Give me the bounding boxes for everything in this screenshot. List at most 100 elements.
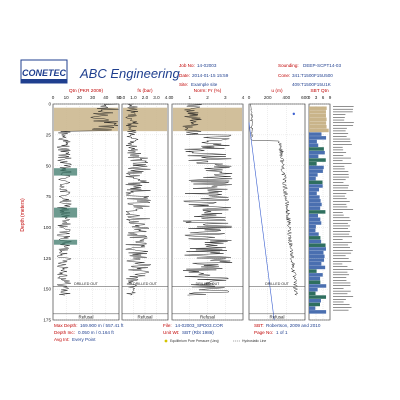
panel-3: Norm: Fr (%) 0 1 2 3 4 DRILLED OUT Refusal [171, 88, 245, 321]
x-tick-label: 1 [188, 95, 191, 100]
x-tick-label: 0 [171, 95, 174, 100]
x-tick-label: 9 [329, 95, 332, 100]
sounding-value: DEEP-SCPT14-03 [303, 63, 341, 68]
x-tick-label: 20 [77, 95, 83, 100]
depth-inc-value: 0.050 m / 0.164 ft [78, 330, 114, 335]
data-trace [125, 103, 151, 296]
sbt-bar [309, 136, 327, 140]
x-tick-label: 2.0 [142, 95, 149, 100]
job-label: Job No: [179, 63, 195, 68]
date-label: Date: [179, 73, 190, 78]
sbt-bar [309, 306, 316, 310]
y-tick-label: 75 [46, 194, 52, 199]
sbt-bar [309, 162, 317, 166]
sbt-bar [309, 243, 326, 247]
sbt-bar [309, 180, 323, 185]
sbt-bar [309, 158, 326, 162]
panel-title: Qtn (PKR 2009) [69, 88, 104, 94]
sbt-bar [309, 228, 316, 233]
sbt-bar [309, 165, 324, 170]
y-tick-label: 50 [46, 163, 52, 168]
file-label: File: [163, 323, 172, 328]
footer-info: Max Depth: 169.900 m / 557.41 ft Depth I… [54, 323, 321, 342]
sbt-bar [309, 195, 320, 199]
x-tick-label: 4 [242, 95, 245, 100]
x-tick-label: 0 [308, 95, 311, 100]
refusal-label: Refusal [138, 315, 153, 320]
sand-zone-fill [123, 107, 167, 132]
x-tick-label: 50 [116, 95, 122, 100]
panel-1: Qtn (PKR 2009) 0 10 20 30 40 50 DRILLED OUT Refu… [43, 88, 122, 323]
panel-title: fs (bar) [137, 88, 153, 94]
panel-frame [248, 103, 306, 321]
sbt-label: SBT: [254, 323, 264, 328]
sbt-bar [309, 187, 320, 192]
panel-4: u (m) 0 200 400 600 DRILLED OUT Refusal [248, 88, 309, 321]
site-value: Example site [191, 82, 218, 87]
y-tick-label: 175 [43, 318, 51, 323]
sbt-bar [309, 154, 319, 159]
panel-title: SBT Qtn [310, 88, 329, 94]
sbt-bar [309, 173, 318, 177]
sbt-bar [309, 280, 321, 285]
sbt-bar [309, 150, 325, 155]
x-tick-label: 2 [206, 95, 209, 100]
depth-axis-label: Depth (meters) [20, 198, 26, 232]
y-tick-label: 125 [43, 256, 51, 261]
x-tick-label: 0.0 [119, 95, 126, 100]
legend-equilibrium: Equilibrium Pore Pressure (Ueq) [170, 339, 219, 343]
x-tick-label: 0 [248, 95, 251, 100]
refusal-label: Refusal [79, 315, 94, 320]
max-depth-label: Max Depth: [54, 323, 78, 328]
drilled-out-label: DRILLED OUT [74, 282, 99, 286]
sand-zone-fill [54, 107, 118, 132]
company-name: ABC Engineering [79, 66, 180, 81]
sounding-label: Sounding: [278, 63, 299, 68]
x-tick-label: 600 [301, 95, 309, 100]
sbt-bar [309, 247, 326, 251]
x-tick-label: 30 [90, 95, 96, 100]
drilled-out-label: DRILLED OUT [133, 282, 158, 286]
file-value: 14-02003_SPD03.COR [175, 323, 224, 328]
sbt-bar [309, 261, 322, 266]
header-info: Job No: 14-02003 Date: 2014-01-15 15:59 … [179, 63, 341, 87]
sbt-bar [309, 176, 316, 181]
x-tick-label: 40 [103, 95, 109, 100]
data-trace [249, 103, 299, 296]
refusal-label: Refusal [270, 315, 285, 320]
page-value: 1 of 1 [276, 330, 288, 335]
panel-title: u (m) [271, 88, 283, 94]
sbt-bar [309, 106, 327, 110]
x-tick-label: 0 [52, 95, 55, 100]
data-trace [56, 103, 119, 296]
sbt-bar [309, 291, 316, 296]
x-tick-label: 3 [224, 95, 227, 100]
sbt-bar [309, 147, 324, 151]
highlight-zone [54, 239, 78, 245]
sbt-bar [309, 210, 326, 214]
sbt-bar [309, 184, 323, 188]
sbt-bar [309, 276, 321, 281]
logo-text: CONETEC [22, 68, 67, 78]
sbt-bar [309, 110, 326, 114]
sbt-bar [309, 224, 316, 229]
drilled-out-label: DRILLED OUT [265, 282, 290, 286]
pore-pressure-marker [292, 112, 295, 116]
cone-value: 341:T1500F15U500 [292, 73, 333, 78]
sbt-bar [309, 199, 321, 203]
sbt-bar [309, 299, 321, 303]
sbt-bar [309, 273, 323, 277]
refusal-label: Refusal [200, 315, 215, 320]
conetec-logo: CONETEC [20, 59, 68, 84]
x-tick-label: 3 [315, 95, 318, 100]
sbt-bar [309, 117, 327, 122]
sbt-bar [309, 139, 317, 144]
x-tick-label: 3.0 [153, 95, 160, 100]
sbt-bar [309, 221, 322, 225]
sbt-bar [309, 128, 329, 133]
y-tick-label: 100 [43, 225, 51, 230]
x-tick-label: 10 [64, 95, 70, 100]
